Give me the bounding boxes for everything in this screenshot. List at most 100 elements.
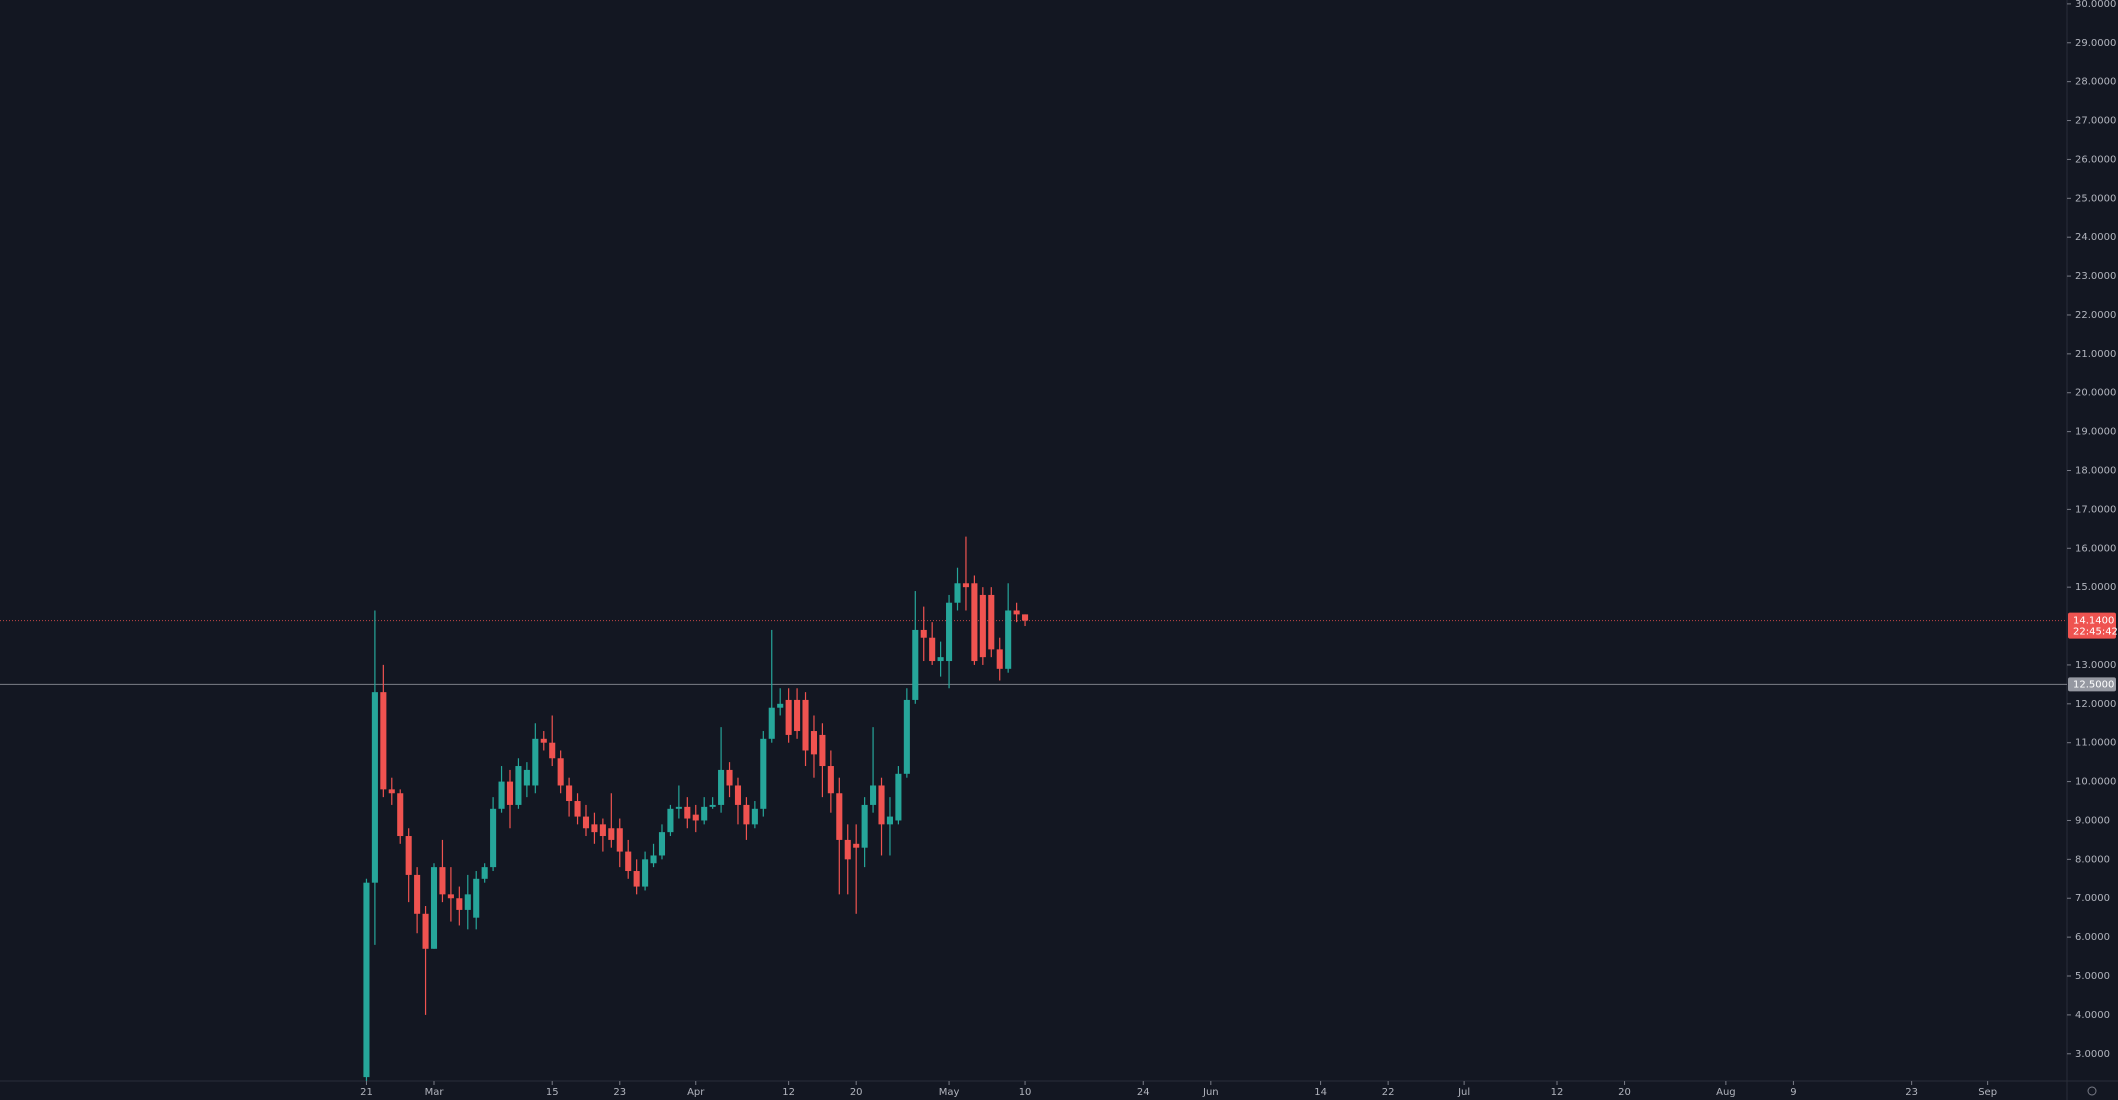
candle-body bbox=[506, 781, 514, 805]
x-tick-label: Sep bbox=[1978, 1087, 1997, 1098]
x-tick-label: 23 bbox=[613, 1087, 626, 1098]
x-tick-label: 15 bbox=[546, 1087, 559, 1098]
candle-body bbox=[988, 594, 995, 650]
candle-body bbox=[439, 867, 446, 895]
candle-body bbox=[810, 731, 818, 755]
candle-body bbox=[895, 773, 902, 821]
candle-body bbox=[726, 769, 733, 786]
candle-body bbox=[532, 738, 539, 786]
x-tick-label: Mar bbox=[425, 1087, 445, 1098]
candle-body bbox=[878, 785, 885, 825]
x-tick-label: 9 bbox=[1790, 1087, 1796, 1098]
candle-body bbox=[794, 699, 801, 732]
candle-body bbox=[675, 806, 682, 809]
y-tick-label: 5.0000 bbox=[2075, 971, 2110, 982]
y-tick-label: 15.0000 bbox=[2075, 582, 2116, 593]
y-tick-label: 11.0000 bbox=[2075, 738, 2116, 749]
candle-body bbox=[608, 828, 615, 840]
candle-body bbox=[819, 734, 826, 767]
candle-body bbox=[549, 742, 556, 759]
candle-body bbox=[971, 583, 978, 662]
candle-body bbox=[718, 769, 725, 805]
candle-body bbox=[802, 699, 809, 751]
candle-body bbox=[979, 594, 986, 658]
y-tick-label: 20.0000 bbox=[2075, 388, 2116, 399]
candle-body bbox=[515, 766, 522, 805]
y-tick-label: 24.0000 bbox=[2075, 232, 2116, 243]
y-tick-label: 26.0000 bbox=[2075, 154, 2116, 165]
level-label: 12.5000 bbox=[2073, 679, 2114, 690]
candle-body bbox=[937, 657, 944, 662]
candle-body bbox=[962, 583, 969, 588]
y-tick-label: 12.0000 bbox=[2075, 699, 2116, 710]
x-tick-label: May bbox=[939, 1087, 960, 1098]
y-tick-label: 18.0000 bbox=[2075, 466, 2116, 477]
candle-body bbox=[903, 699, 910, 774]
candle-body bbox=[853, 843, 860, 848]
candle-body bbox=[701, 806, 708, 821]
candle-body bbox=[397, 793, 404, 837]
candle-body bbox=[785, 699, 792, 735]
y-tick-label: 16.0000 bbox=[2075, 543, 2116, 554]
candle-body bbox=[751, 808, 758, 825]
y-tick-label: 30.0000 bbox=[2075, 0, 2116, 10]
y-tick-label: 6.0000 bbox=[2075, 932, 2110, 943]
x-tick-label: 10 bbox=[1019, 1087, 1032, 1098]
candle-body bbox=[954, 583, 961, 603]
candle-body bbox=[946, 602, 953, 662]
candle-body bbox=[827, 766, 834, 794]
candle-body bbox=[363, 882, 370, 1078]
candle-body bbox=[371, 692, 378, 883]
candle-body bbox=[836, 793, 843, 840]
candle-body bbox=[540, 738, 547, 743]
candle-body bbox=[490, 808, 497, 868]
x-tick-label: Jul bbox=[1457, 1087, 1470, 1098]
y-tick-label: 23.0000 bbox=[2075, 271, 2116, 282]
candle-body bbox=[523, 769, 530, 786]
candle-body bbox=[844, 839, 851, 860]
candle-body bbox=[760, 738, 767, 809]
candle-body bbox=[768, 707, 775, 739]
settings-icon[interactable] bbox=[2087, 1086, 2097, 1096]
candle-body bbox=[464, 894, 471, 910]
candle-body bbox=[642, 859, 649, 887]
candle-body bbox=[616, 828, 623, 852]
candle-body bbox=[743, 804, 750, 825]
candle-body bbox=[886, 816, 893, 825]
candle-body bbox=[709, 804, 716, 807]
candle-body bbox=[1005, 610, 1012, 669]
y-tick-label: 27.0000 bbox=[2075, 116, 2116, 127]
candle-body bbox=[422, 913, 429, 949]
x-tick-label: 20 bbox=[850, 1087, 863, 1098]
y-tick-label: 17.0000 bbox=[2075, 504, 2116, 515]
x-tick-label: Aug bbox=[1716, 1087, 1736, 1098]
candle-body bbox=[599, 824, 606, 837]
candle-body bbox=[870, 785, 877, 805]
y-tick-label: 19.0000 bbox=[2075, 427, 2116, 438]
candle-body bbox=[920, 629, 927, 638]
y-tick-label: 22.0000 bbox=[2075, 310, 2116, 321]
candle-body bbox=[498, 781, 505, 809]
x-tick-label: 20 bbox=[1618, 1087, 1631, 1098]
level-label-box bbox=[2068, 677, 2116, 692]
candle-body bbox=[566, 785, 573, 802]
candle-body bbox=[692, 814, 699, 821]
candle-body bbox=[574, 801, 581, 817]
candle-body bbox=[582, 816, 590, 829]
candle-body bbox=[861, 804, 868, 848]
y-tick-label: 8.0000 bbox=[2075, 854, 2110, 865]
candle-body bbox=[650, 855, 657, 864]
x-tick-label: 24 bbox=[1137, 1087, 1150, 1098]
candle-body bbox=[405, 836, 412, 875]
candle-body bbox=[414, 874, 421, 914]
candle-body bbox=[777, 703, 784, 708]
candle-body bbox=[473, 878, 480, 918]
candle-body bbox=[380, 692, 387, 790]
y-tick-label: 3.0000 bbox=[2075, 1049, 2110, 1060]
candle-body bbox=[734, 785, 742, 805]
x-tick-label: 23 bbox=[1905, 1087, 1918, 1098]
x-tick-label: 22 bbox=[1382, 1087, 1395, 1098]
candle-body bbox=[625, 851, 632, 872]
price-label-box bbox=[2068, 612, 2116, 639]
